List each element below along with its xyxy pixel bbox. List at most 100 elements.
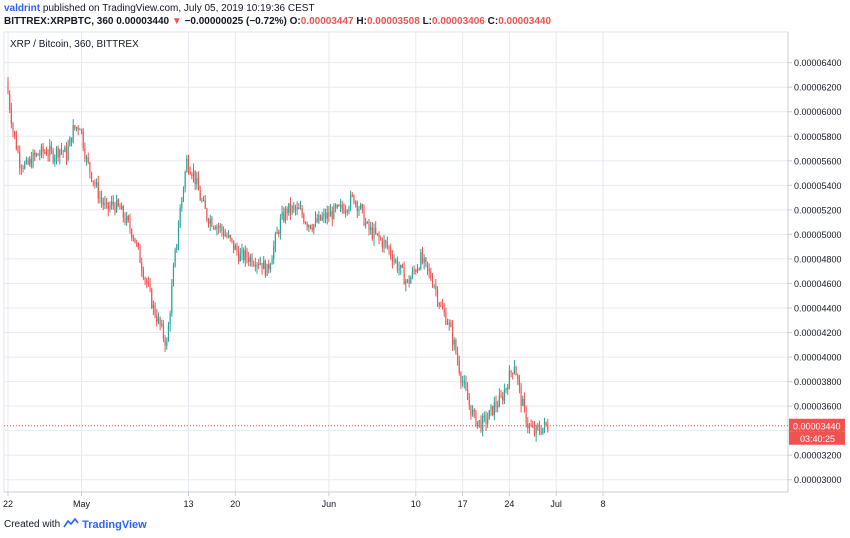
candle-body [216,226,218,230]
candle-body [296,207,298,210]
candle [243,247,245,264]
y-tick-label: 0.00004200 [794,328,842,338]
candle-body [251,256,253,265]
candle-body [95,182,98,185]
candle-body [309,225,312,229]
candle [510,369,512,378]
candle-body [172,265,175,286]
candle-body [127,216,129,221]
candle-body [214,227,216,230]
candle-body [189,171,191,175]
candle [533,421,536,437]
candle-body [343,208,345,213]
candle-body [331,211,333,220]
candle [37,152,39,156]
candle [229,234,231,242]
candle [202,195,205,202]
candle-body [144,278,146,280]
candle [401,263,404,269]
candle [498,388,500,408]
candle-body [15,135,17,150]
candle-body [25,159,27,163]
candle [396,256,398,273]
candle-body [301,208,303,216]
candle [528,423,531,434]
candle [495,395,497,413]
candle [10,102,12,129]
candle-body [187,158,190,172]
candle-body [467,389,469,400]
candle [436,286,439,307]
author-link[interactable]: valdrint [4,3,41,14]
candle-body [294,206,297,210]
candle [380,235,382,241]
candle-body [326,212,328,220]
candle [537,422,539,431]
candle [271,255,273,265]
candle [358,205,360,216]
candle [186,154,188,173]
candle [303,212,305,225]
candle [413,265,415,275]
candle [244,245,246,267]
candle-body [391,255,393,262]
candle-body [547,425,549,431]
candle-body [49,145,51,156]
candle [356,200,358,218]
candle-body [351,194,353,196]
candle-body [507,388,509,390]
candle-body [353,195,355,204]
candle [67,139,69,162]
low-value: 0.00003406 [432,16,485,27]
candle-body [396,260,398,270]
candle-body [40,146,43,155]
candle-body [503,390,505,401]
candle [370,221,372,235]
candle [478,419,480,428]
candle [60,142,63,156]
candle [288,203,290,216]
candle [132,234,134,242]
candle-body [60,149,63,151]
candle-body [453,340,455,345]
candle-body [545,422,547,426]
candle [522,395,524,406]
candle [17,145,19,154]
candle [274,231,276,253]
x-tick-label: 8 [600,499,605,509]
candle [393,254,395,265]
candle-body [345,210,347,213]
candle-body [308,225,310,228]
candle [174,247,176,268]
candle-body [157,317,160,323]
candle-body [104,202,106,205]
y-tick-label: 0.00005600 [794,156,842,166]
candle-body [243,249,245,261]
candle-body [82,131,84,149]
candle-body [403,267,405,285]
candle [84,142,86,163]
candle [406,278,409,284]
candle [49,139,51,162]
candle [311,223,313,233]
candle [80,128,83,135]
candle-body [182,188,185,199]
candle-body [57,148,59,158]
candle-body [207,219,210,225]
candle-body [226,235,228,237]
candle-body [171,285,173,314]
candle [117,198,119,208]
candle [7,76,9,95]
candle [92,180,94,187]
candle-body [202,200,205,202]
candle [488,409,490,420]
x-tick-label: 20 [230,499,240,509]
tradingview-brand[interactable]: TradingView [82,518,147,531]
candle-body [436,289,439,303]
candle-body [423,257,425,263]
candle-body [281,212,283,219]
candle-body [355,202,357,204]
candle-body [289,203,292,213]
candle [147,276,149,287]
